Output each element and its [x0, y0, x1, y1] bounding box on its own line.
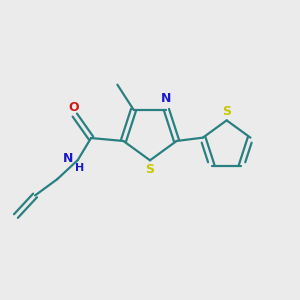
- Text: S: S: [146, 163, 154, 176]
- Text: S: S: [222, 105, 231, 118]
- Text: N: N: [63, 152, 74, 165]
- Text: N: N: [161, 92, 172, 105]
- Text: H: H: [75, 164, 84, 173]
- Text: O: O: [68, 100, 79, 114]
